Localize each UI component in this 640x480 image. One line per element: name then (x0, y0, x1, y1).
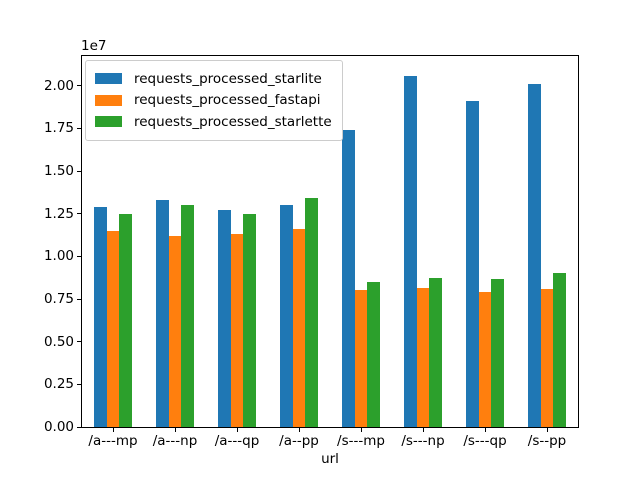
bar-requests_processed_starlite-/s---qp (466, 101, 479, 427)
y-tick-mark (77, 170, 81, 172)
y-tick-label: 1.75 (43, 120, 74, 137)
bar-requests_processed_starlette-/a---qp (243, 213, 256, 427)
bar-requests_processed_fastapi-/a---np (168, 235, 182, 427)
bar-requests_processed_starlite-/a---qp (218, 210, 231, 427)
y-tick-label: 0.25 (43, 376, 74, 393)
x-tick-label: /a---np (152, 433, 198, 449)
legend: requests_processed_starlite requests_proc… (85, 60, 343, 141)
bar-requests_processed_starlite-/a---mp (94, 206, 107, 427)
y-tick-label: 0.50 (43, 333, 74, 350)
bar-requests_processed_starlite-/s---mp (342, 130, 355, 427)
x-tick-label: /s---qp (463, 433, 507, 449)
bar-requests_processed_starlite-/a--pp (280, 205, 293, 427)
x-tick-label: /a---qp (214, 433, 260, 449)
y-tick-mark (77, 255, 81, 257)
legend-item-requests_processed_fastapi: requests_processed_fastapi (95, 90, 332, 112)
y-tick-label: 1.50 (43, 163, 74, 180)
bar-requests_processed_starlette-/a---mp (119, 213, 132, 427)
y-tick-mark (77, 213, 81, 215)
y-tick-label: 0.00 (43, 419, 74, 435)
y-tick-mark (77, 426, 81, 428)
x-tick-mark (112, 428, 114, 432)
bar-requests_processed_fastapi-/s---mp (354, 289, 368, 427)
legend-swatch-icon (95, 73, 122, 85)
bar-requests_processed_starlite-/s---np (404, 75, 417, 427)
plot-area: requests_processed_starlite requests_proc… (81, 55, 579, 428)
bar-requests_processed_starlette-/s---qp (491, 278, 504, 427)
y-tick-label: 1.00 (43, 248, 74, 265)
x-tick-mark (484, 428, 486, 432)
x-tick-mark (546, 428, 548, 432)
y-tick-label: 1.25 (43, 205, 74, 222)
y-tick-label: 2.00 (43, 77, 74, 94)
bar-requests_processed_fastapi-/a---qp (230, 234, 244, 427)
bar-requests_processed_fastapi-/s---np (416, 287, 430, 427)
bar-requests_processed_fastapi-/s--pp (540, 288, 554, 427)
legend-label: requests_processed_starlette (134, 113, 332, 130)
y-tick-mark (77, 85, 81, 87)
x-tick-label: /s--pp (527, 433, 567, 449)
y-tick-label: 0.75 (43, 291, 74, 308)
y-axis-offset-text: 1e7 (81, 38, 107, 54)
x-tick-mark (360, 428, 362, 432)
x-axis-label: url (321, 451, 339, 467)
legend-item-requests_processed_starlette: requests_processed_starlette (95, 111, 332, 133)
x-tick-mark (236, 428, 238, 432)
x-tick-mark (298, 428, 300, 432)
y-tick-mark (77, 341, 81, 343)
bar-requests_processed_starlette-/a--pp (305, 198, 318, 427)
bar-requests_processed_fastapi-/a--pp (292, 229, 306, 427)
x-tick-label: /a---mp (88, 433, 138, 449)
bar-requests_processed_starlette-/s---np (429, 277, 442, 427)
bar-requests_processed_starlite-/s--pp (528, 84, 541, 427)
legend-label: requests_processed_starlite (134, 70, 322, 87)
legend-item-requests_processed_starlite: requests_processed_starlite (95, 68, 332, 90)
x-tick-mark (422, 428, 424, 432)
legend-swatch-icon (95, 94, 122, 106)
legend-swatch-icon (95, 116, 122, 128)
x-tick-label: /s---np (401, 433, 445, 449)
legend-label: requests_processed_fastapi (134, 92, 321, 109)
bar-requests_processed_starlite-/a---np (156, 200, 169, 427)
bar-requests_processed_starlette-/s--pp (553, 273, 566, 427)
bar-requests_processed_starlette-/s---mp (367, 282, 380, 427)
y-tick-mark (77, 298, 81, 300)
bar-requests_processed_starlette-/a---np (181, 205, 194, 427)
bar-requests_processed_fastapi-/s---qp (478, 292, 492, 427)
y-tick-mark (77, 383, 81, 385)
x-tick-label: /s---mp (337, 433, 385, 449)
x-tick-mark (174, 428, 176, 432)
y-tick-mark (77, 127, 81, 129)
bar-requests_processed_fastapi-/a---mp (106, 230, 120, 427)
x-tick-label: /a--pp (279, 433, 319, 449)
